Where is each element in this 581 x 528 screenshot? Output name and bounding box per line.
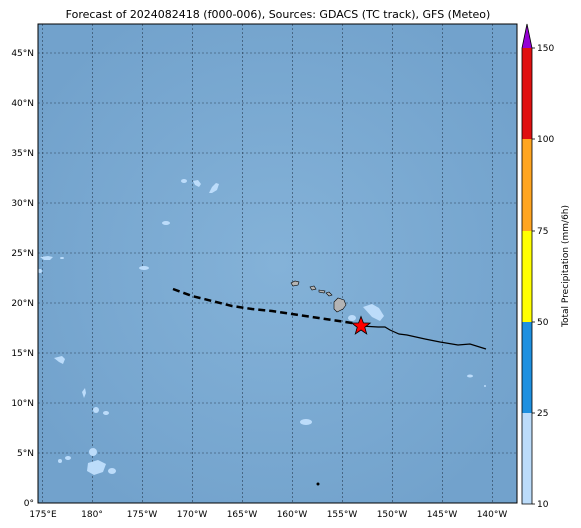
lon-label: 170°W: [177, 510, 208, 520]
map-ocean: [38, 24, 517, 503]
colorbar-band: [522, 139, 532, 231]
hawaiian-islands: [290, 280, 347, 313]
lat-label: 0°: [24, 499, 34, 509]
lat-label: 15°N: [11, 349, 34, 359]
map-title: Forecast of 2024082418 (f000-006), Sourc…: [66, 8, 491, 21]
lon-label: 150°W: [377, 510, 408, 520]
colorbar-outline: [521, 23, 533, 505]
lon-label: 175°E: [29, 510, 57, 520]
colorbar-tick-label: 25: [537, 409, 548, 419]
lat-label: 40°N: [11, 99, 34, 109]
colorbar-tick-label: 100: [537, 135, 554, 145]
map-frame: [37, 23, 518, 504]
colorbar-extend-arrow-icon: [522, 24, 532, 48]
longitude-labels: 175°E 180° 175°W 170°W 165°W 160°W 155°W…: [29, 510, 507, 520]
lat-label: 45°N: [11, 49, 34, 59]
lat-label: 5°N: [17, 449, 34, 459]
precipitation-patches: [38, 179, 486, 475]
lon-label: 145°W: [427, 510, 458, 520]
lon-label: 175°W: [127, 510, 158, 520]
lon-label: 165°W: [227, 510, 258, 520]
past-track-line: [360, 325, 487, 350]
lon-label: 160°W: [277, 510, 308, 520]
lat-label: 35°N: [11, 149, 34, 159]
lat-label: 10°N: [11, 399, 34, 409]
colorbar-tick-label: 50: [537, 318, 549, 328]
lon-label: 180°: [81, 510, 103, 520]
colorbar-label: Total Precipitation (mm/6h): [561, 205, 571, 328]
colorbar-band: [522, 322, 532, 413]
forecast-track-line: [172, 287, 362, 328]
colorbar-tick-label: 150: [537, 44, 554, 54]
latitude-labels: 45°N 40°N 35°N 30°N 25°N 20°N 15°N 10°N …: [11, 49, 34, 509]
colorbar-band: [522, 413, 532, 504]
colorbar-band: [522, 48, 532, 139]
lon-label: 155°W: [327, 510, 358, 520]
colorbar-tick-label: 75: [537, 227, 548, 237]
lon-label: 140°W: [477, 510, 508, 520]
lat-label: 20°N: [11, 299, 34, 309]
colorbar: 10 25 50 75 100 150 Total Precipitation …: [521, 23, 571, 510]
colorbar-tick-label: 10: [537, 500, 549, 510]
storm-position-star-icon: [350, 315, 372, 335]
lat-label: 30°N: [11, 199, 34, 209]
small-island: [316, 482, 320, 486]
lat-label: 25°N: [11, 249, 34, 259]
colorbar-band: [522, 231, 532, 322]
